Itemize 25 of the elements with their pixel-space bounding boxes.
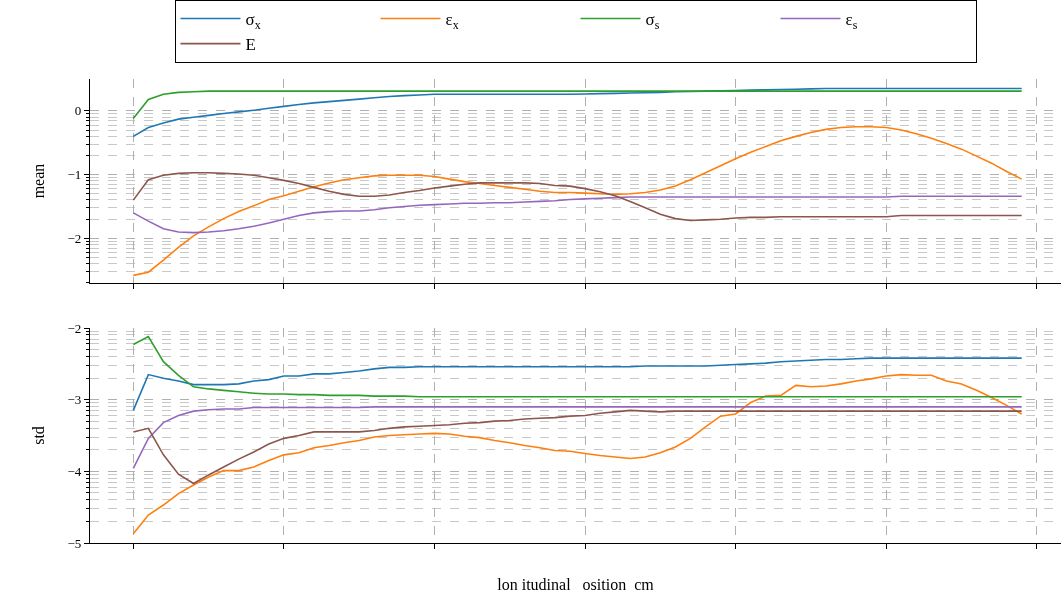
- line-series: [132, 373, 1023, 535]
- line-series: [132, 171, 1023, 222]
- y-tick-label: 0: [74, 103, 82, 119]
- y-tick-label: −4: [67, 463, 82, 479]
- y-tick-label: −3: [67, 392, 82, 408]
- line-series: [132, 90, 1023, 120]
- y-axis-title: mean: [30, 163, 48, 199]
- y-tick-label: −5: [67, 535, 82, 551]
- line-series: [132, 357, 1023, 412]
- line-series: [132, 409, 1023, 485]
- line-series: [132, 87, 1023, 138]
- y-axis-title: std: [30, 426, 48, 445]
- line-series: [132, 406, 1023, 470]
- y-tick-label: −2: [67, 320, 82, 336]
- y-tick-label: −1: [67, 167, 82, 183]
- legend-label: σ$_{s}$: [645, 10, 660, 32]
- legend-label: E: [245, 35, 256, 55]
- line-series: [132, 195, 1023, 234]
- legend-label: ε$_{s}$: [845, 10, 858, 32]
- y-tick-label: −2: [67, 230, 82, 246]
- legend-label: ε$_{x}$: [445, 10, 459, 32]
- x-axis-title: lon itudinal osition cm: [497, 575, 655, 593]
- line-series: [132, 335, 1023, 398]
- line-series: [132, 126, 1023, 277]
- legend-label: σ$_{x}$: [245, 10, 261, 32]
